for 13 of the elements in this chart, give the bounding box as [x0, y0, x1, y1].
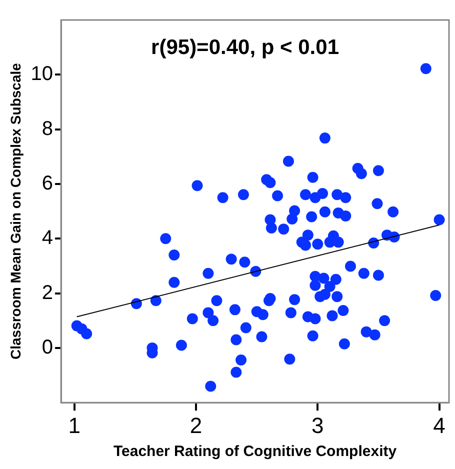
x-tick-label: 3	[312, 412, 324, 438]
x-axis-title: Teacher Rating of Cognitive Complexity	[113, 443, 398, 460]
y-tick-label: 4	[42, 227, 54, 250]
y-tick-label: 2	[42, 282, 54, 304]
y-tick-label: 8	[42, 118, 54, 140]
y-tick-label: 10	[30, 63, 54, 86]
x-tick-label: 1	[68, 412, 81, 438]
annotation: r(95)=0.40, p < 0.01	[151, 36, 340, 59]
y-tick-label: 6	[42, 172, 54, 194]
x-tick-label: 4	[433, 412, 446, 438]
x-tick-label: 2	[190, 412, 202, 438]
y-axis-title: Classroom Mean Gain on Complex Subscale	[7, 62, 24, 360]
y-tick-label: 0	[42, 336, 54, 358]
